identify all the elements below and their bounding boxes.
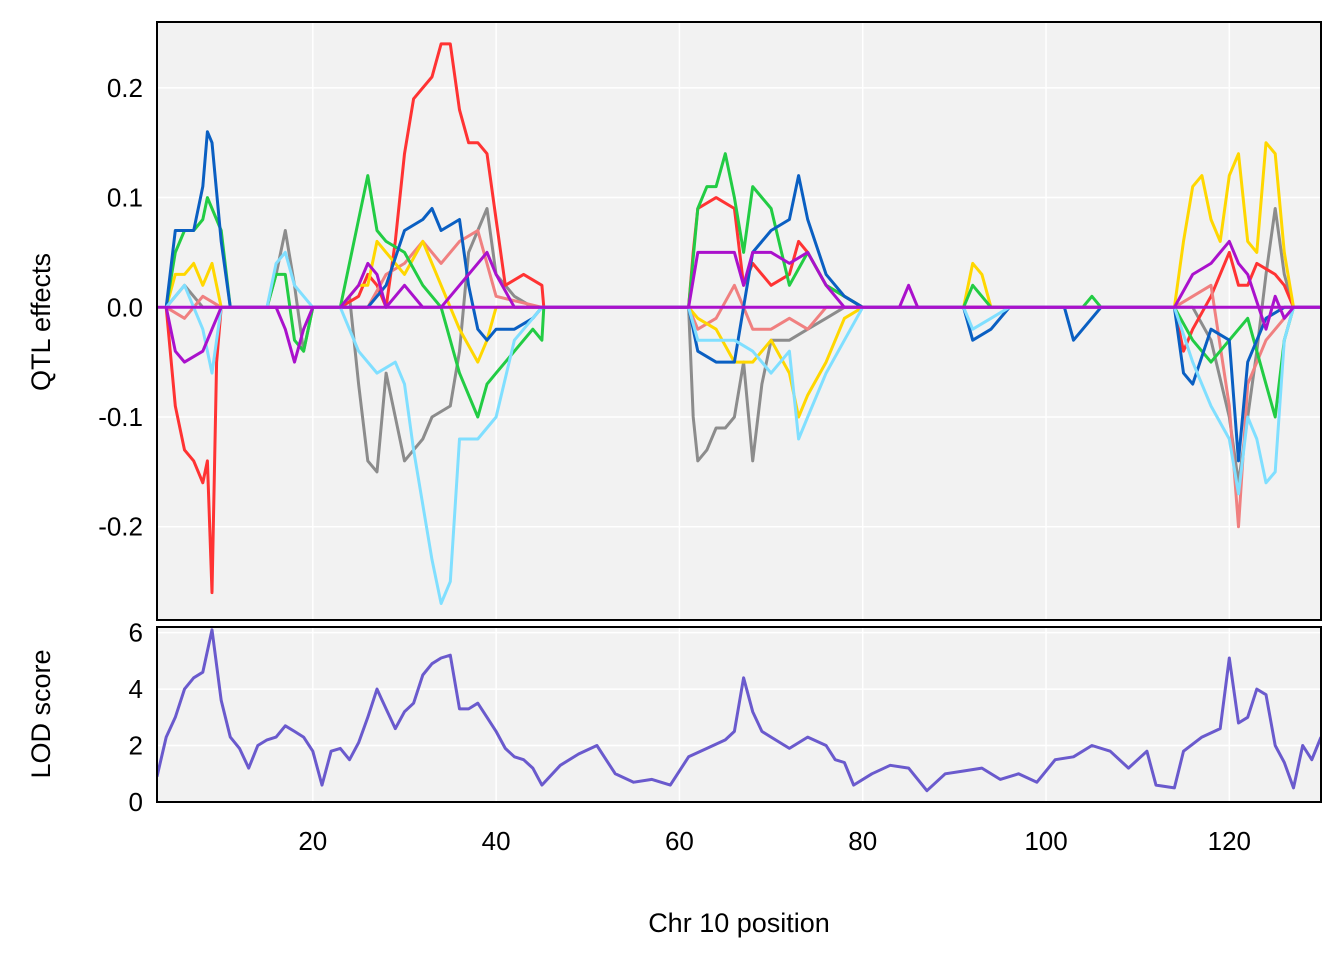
effects-plot-background [157, 22, 1321, 620]
effects-plot-border [156, 21, 1322, 621]
effects-y-tick-label: -0.1 [98, 402, 143, 432]
effects-panel: -0.2 -0.1 0.0 0.1 0.2 [98, 21, 1322, 621]
effects-series-line-3 [164, 141, 1321, 419]
lod-series-line-0 [157, 628, 1321, 793]
lod-plot-border [156, 626, 1322, 803]
effects-y-tick-label: -0.2 [98, 512, 143, 542]
lod-y-tick-label: 2 [129, 731, 143, 761]
x-tick-label: 60 [665, 826, 694, 856]
lod-plot-background [157, 627, 1321, 802]
effects-y-tick-label: 0.0 [107, 292, 143, 322]
x-tick-label: 100 [1024, 826, 1067, 856]
effects-y-tick-label: 0.1 [107, 183, 143, 213]
effects-series-group [157, 42, 1321, 605]
effects-y-tick-label: 0.2 [107, 73, 143, 103]
x-axis-title: Chr 10 position [648, 908, 830, 938]
lod-panel: 0 2 4 6 20 40 60 80 100 120 [129, 618, 1322, 856]
lod-y-tick-label: 0 [129, 787, 143, 817]
effects-series-line-6 [165, 250, 1321, 605]
lod-y-axis-title: LOD score [26, 649, 56, 778]
lod-series-group [157, 628, 1321, 793]
x-tick-label: 120 [1208, 826, 1251, 856]
x-tick-label: 20 [298, 826, 327, 856]
x-tick-label: 40 [482, 826, 511, 856]
x-tick-label: 80 [848, 826, 877, 856]
effects-y-axis-title: QTL effects [26, 253, 56, 391]
lod-y-tick-label: 4 [129, 674, 143, 704]
lod-y-tick-label: 6 [129, 618, 143, 648]
